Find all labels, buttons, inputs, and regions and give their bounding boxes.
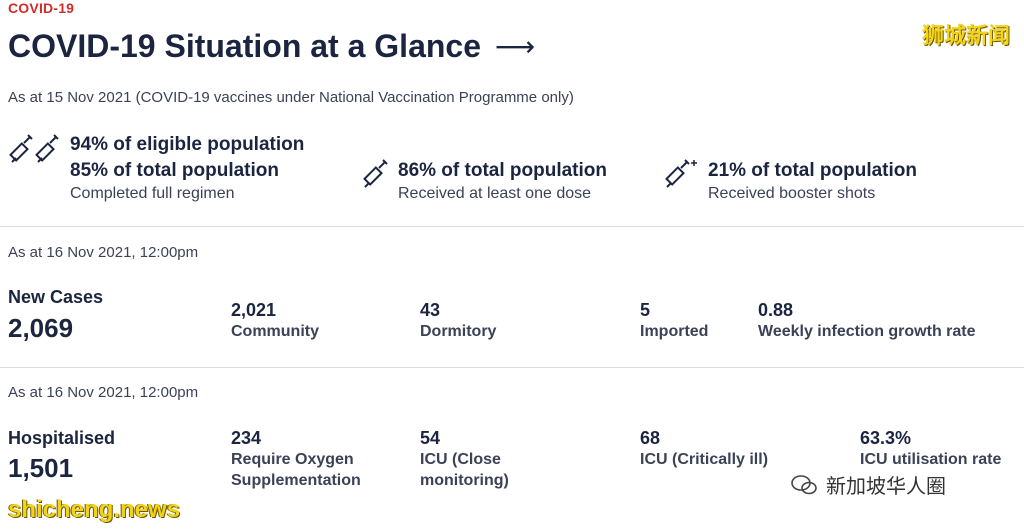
vax-full-eligible: 94% of eligible population (70, 134, 305, 155)
watermark-bottom-right: 新加坡华人圈 (790, 470, 946, 499)
stat-icu-critical: 68 ICU (Critically ill) (640, 428, 768, 470)
stat-value: 68 (640, 428, 661, 448)
stat-label: ICU (Critically ill) (640, 451, 769, 468)
watermark-bottom-left: shicheng.news (8, 496, 181, 523)
stat-icu-utilisation: 63.3% ICU utilisation rate (860, 428, 1001, 470)
double-syringe-icon (8, 132, 66, 171)
vax-one-dose-desc: Received at least one dose (398, 185, 592, 202)
stat-icu-close: 54 ICU (Close monitoring) (420, 428, 509, 491)
stat-label: Supplementation (231, 472, 361, 489)
stat-label: ICU utilisation rate (860, 451, 1002, 468)
stat-oxygen: 234 Require Oxygen Supplementation (231, 428, 361, 491)
vax-full-desc: Completed full regimen (70, 185, 235, 202)
stat-value: 54 (420, 428, 441, 448)
chat-bubble-icon (791, 474, 817, 494)
arrow-right-icon[interactable]: ⟶ (495, 31, 536, 62)
syringe-plus-icon (664, 158, 700, 195)
vax-one-dose-total: 86% of total population (398, 160, 607, 181)
new-cases-value: 2,069 (8, 313, 74, 343)
stat-community: 2,021 Community (231, 300, 319, 342)
category-tag: COVID-19 (8, 0, 75, 16)
divider (0, 367, 1024, 368)
vax-full-total: 85% of total population (70, 160, 279, 181)
stat-label: Require Oxygen (231, 451, 354, 468)
vax-booster-total: 21% of total population (708, 160, 917, 181)
stat-value: 43 (420, 300, 441, 320)
stat-value: 5 (640, 300, 651, 320)
stat-label: monitoring) (420, 472, 509, 489)
watermark-top: 狮城新闻 (921, 23, 1010, 48)
stat-value: 2,021 (231, 300, 277, 320)
stat-label: Weekly infection growth rate (758, 323, 976, 340)
stat-value: 63.3% (860, 428, 912, 448)
vax-full-regimen: 94% of eligible population 85% of total … (70, 132, 304, 204)
stat-growth-rate: 0.88 Weekly infection growth rate (758, 300, 976, 342)
page-title[interactable]: COVID-19 Situation at a Glance ⟶ (8, 28, 535, 65)
hospitalised-value: 1,501 (8, 453, 74, 483)
stat-label: Dormitory (420, 323, 497, 340)
vaccination-as-at: As at 15 Nov 2021 (COVID-19 vaccines und… (8, 89, 574, 106)
syringe-icon (362, 158, 394, 195)
hospital-as-at: As at 16 Nov 2021, 12:00pm (8, 384, 199, 401)
stat-label: Imported (640, 323, 709, 340)
divider (0, 226, 1024, 227)
hospitalised-label: Hospitalised (8, 428, 116, 448)
stat-label: ICU (Close (420, 451, 501, 468)
new-cases-label: New Cases (8, 287, 104, 307)
page-title-text[interactable]: COVID-19 Situation at a Glance (8, 28, 481, 64)
stat-value: 0.88 (758, 300, 794, 320)
vax-one-dose: 86% of total population Received at leas… (398, 158, 607, 204)
vax-booster-desc: Received booster shots (708, 185, 876, 202)
stat-value: 234 (231, 428, 262, 448)
stat-label: Community (231, 323, 319, 340)
stat-imported: 5 Imported (640, 300, 708, 342)
vax-booster: 21% of total population Received booster… (708, 158, 917, 204)
cases-as-at: As at 16 Nov 2021, 12:00pm (8, 244, 199, 261)
watermark-text: 新加坡华人圈 (826, 476, 946, 498)
stat-dormitory: 43 Dormitory (420, 300, 496, 342)
